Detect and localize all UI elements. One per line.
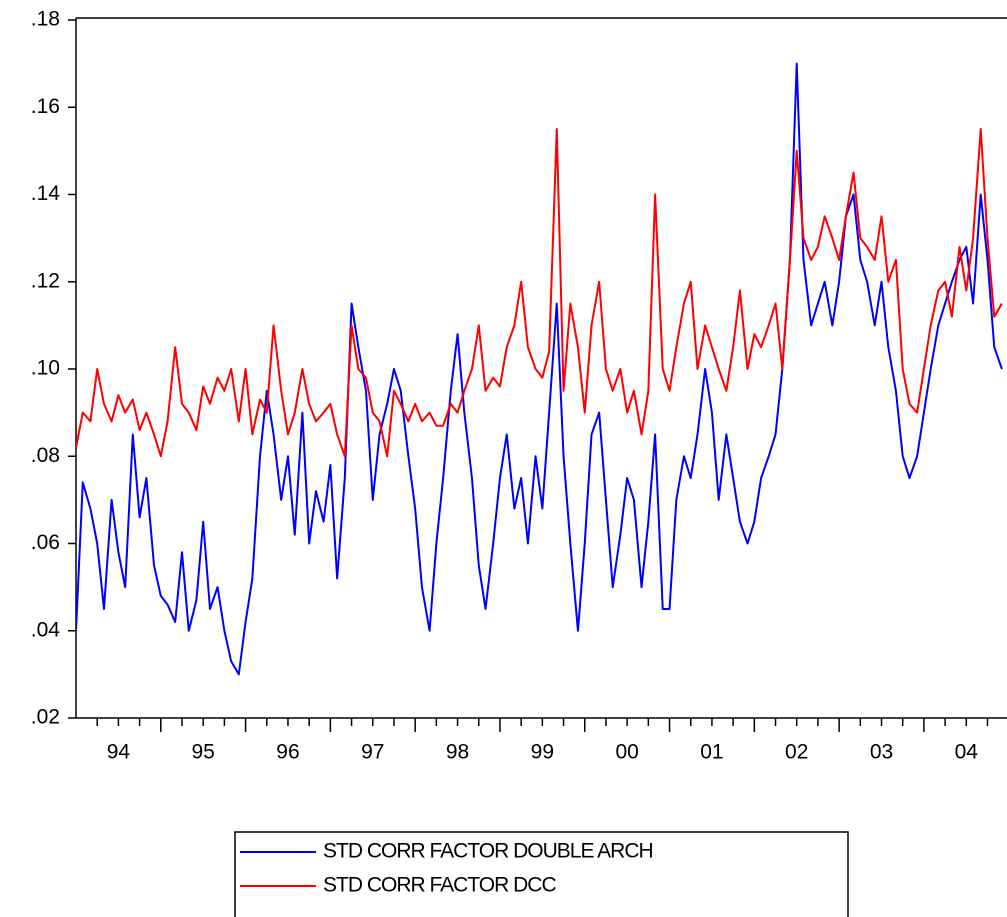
series-line [76,128,1003,458]
x-tick-label: 99 [531,741,554,764]
y-tick-label: .12 [31,269,60,292]
y-tick-label: .14 [31,182,61,205]
x-tick-label: 97 [361,741,384,764]
x-tick-label: 94 [107,741,131,764]
x-tick-label: 02 [785,741,808,764]
plot-area [76,62,1003,676]
x-tick-label: 01 [700,741,723,764]
y-tick-label: .02 [31,706,60,729]
y-tick-label: .18 [31,8,60,31]
y-tick-label: .04 [31,618,61,641]
x-tick-label: 03 [870,741,893,764]
x-tick-label: 98 [446,741,469,764]
legend-label: STD CORR FACTOR DCC [323,874,556,897]
x-tick-label: 00 [615,741,638,764]
y-tick-label: .06 [31,531,60,554]
x-tick-label: 95 [192,741,215,764]
y-tick-label: .10 [31,357,60,380]
y-tick-label: .08 [31,444,60,467]
legend-box [234,831,849,917]
series-line [76,62,1003,676]
y-tick-label: .16 [31,95,60,118]
x-tick-label: 04 [955,741,979,764]
legend-label: STD CORR FACTOR DOUBLE ARCH [323,840,653,863]
x-tick-label: 96 [276,741,299,764]
